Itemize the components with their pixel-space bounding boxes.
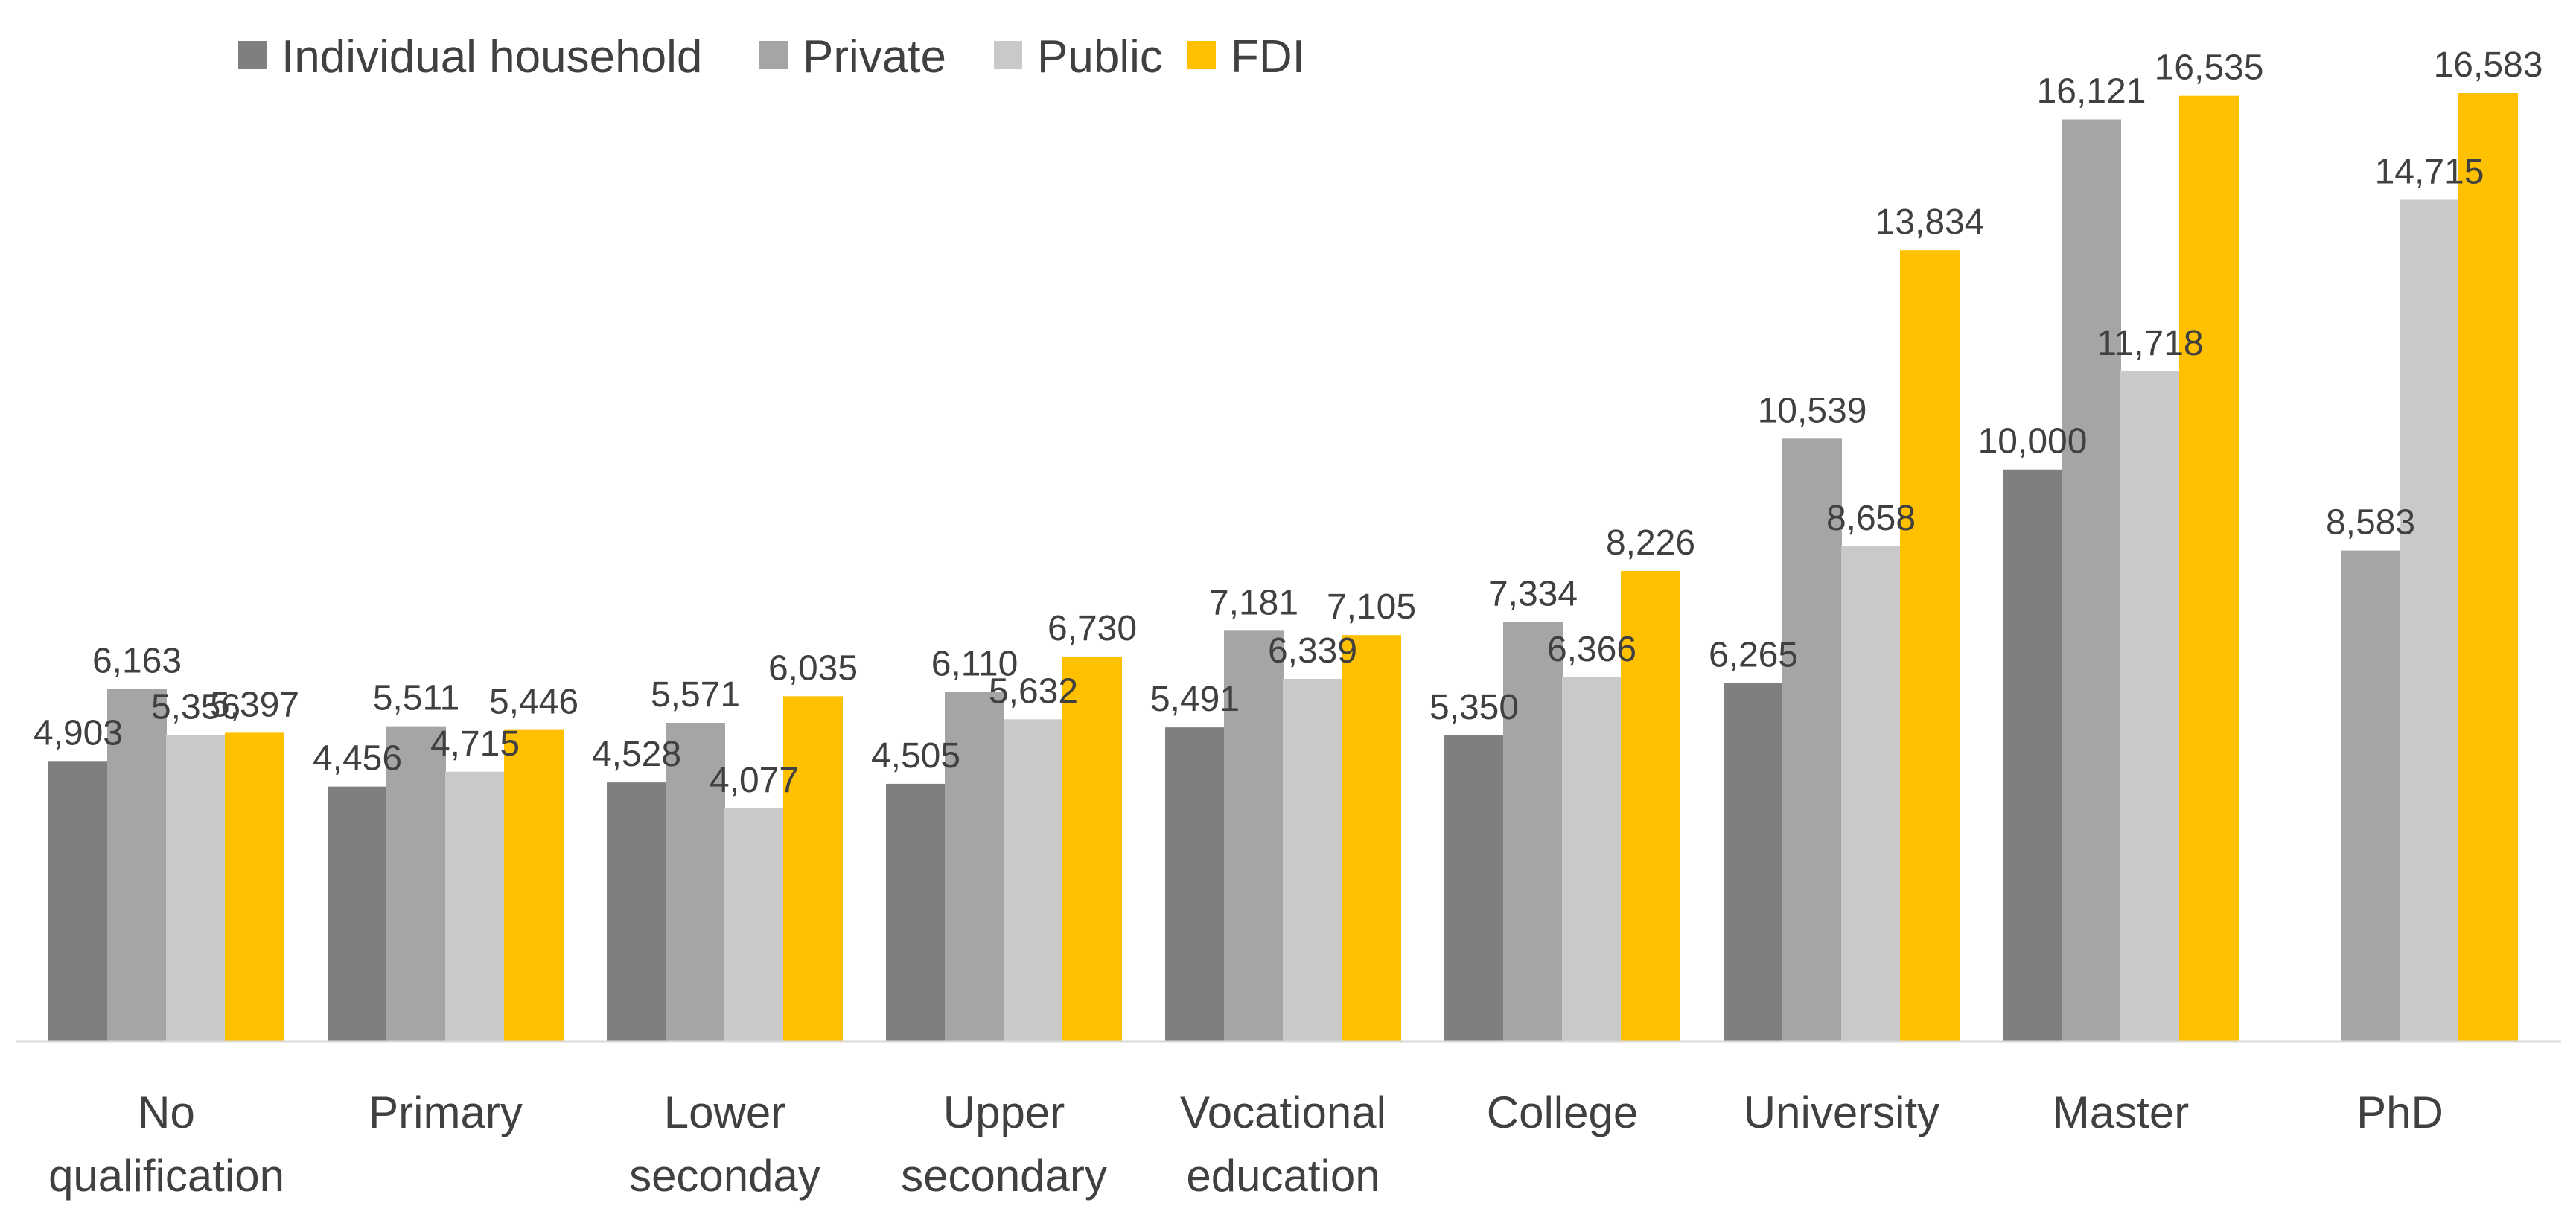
data-label-private-3: 6,110 [931,645,1018,684]
bar-public-8 [2400,199,2459,1041]
bar-public-2 [724,808,784,1041]
data-label-individual-household-2: 4,528 [592,735,681,774]
data-label-private-7: 16,121 [2037,71,2146,111]
bar-fdi-3 [1062,656,1122,1041]
bar-fdi-7 [2179,95,2239,1042]
data-label-public-2: 4,077 [710,761,799,800]
data-label-public-6: 8,658 [1826,499,1916,538]
bar-public-5 [1562,677,1622,1041]
category-label-6-0: University [1744,1088,1939,1137]
data-label-fdi-4: 7,105 [1327,587,1416,627]
category-label-group: No qualification Primary Lower seconday Upper… [48,1088,2443,1201]
bar-public-7 [2120,371,2180,1042]
category-label-2-1: seconday [629,1151,820,1201]
data-label-public-4: 6,339 [1268,631,1357,671]
bar-fdi-1 [504,729,564,1041]
data-label-fdi-5: 8,226 [1606,523,1695,563]
bar-fdi-8 [2458,93,2518,1041]
data-label-individual-household-1: 4,456 [313,739,402,779]
data-label-individual-household-0: 4,903 [34,713,123,753]
bar-public-3 [1004,719,1063,1041]
bar-private-6 [1782,438,1842,1041]
data-label-private-8: 8,583 [2326,503,2415,543]
category-label-4-0: Vocational [1180,1088,1386,1137]
data-label-public-0: 5,356 [151,688,240,727]
data-label-fdi-8: 16,583 [2434,45,2543,85]
bar-individual-household-4 [1165,727,1225,1041]
legend-label-fdi: FDI [1231,31,1305,83]
category-label-7-0: Master [2053,1088,2189,1137]
category-label-8-0: PhD [2356,1088,2443,1137]
bar-public-6 [1841,546,1901,1041]
legend-swatch-public [994,41,1022,69]
bar-individual-household-1 [328,786,387,1041]
legend-swatch-fdi [1187,41,1216,69]
bar-fdi-2 [783,696,843,1041]
bar-individual-household-0 [48,761,108,1041]
data-label-fdi-7: 16,535 [2155,48,2264,88]
legend-label-private: Private [803,31,946,83]
data-label-individual-household-5: 5,350 [1429,688,1519,727]
data-label-fdi-2: 6,035 [768,648,858,688]
bar-fdi-0 [225,732,284,1041]
data-label-fdi-0: 5,397 [210,685,299,724]
bar-fdi-6 [1900,250,1960,1042]
data-label-individual-household-6: 6,265 [1709,636,1798,675]
legend: Individual household Private Public FDI [238,31,1305,83]
bar-public-0 [166,735,226,1041]
bar-fdi-5 [1621,571,1680,1041]
category-label-1-0: Primary [369,1088,523,1137]
bar-public-1 [445,771,505,1041]
bar-individual-household-3 [886,783,946,1041]
bar-private-0 [107,689,167,1041]
bar-private-1 [386,726,446,1041]
data-label-individual-household-3: 4,505 [871,736,960,776]
bar-fdi-4 [1342,635,1401,1041]
data-label-private-0: 6,163 [92,642,182,681]
data-label-fdi-3: 6,730 [1048,609,1137,648]
data-label-private-5: 7,334 [1488,575,1578,614]
legend-swatch-private [759,41,788,69]
bar-private-2 [666,723,725,1041]
data-label-public-1: 4,715 [430,724,520,764]
data-label-private-4: 7,181 [1209,583,1298,622]
bar-private-7 [2062,119,2121,1042]
legend-label-public: Public [1037,31,1163,83]
category-label-5-0: College [1487,1088,1638,1137]
data-label-fdi-1: 5,446 [489,683,578,722]
data-label-private-2: 5,571 [651,675,740,715]
category-label-0-0: No [138,1088,195,1137]
legend-swatch-individual-household [238,41,267,69]
data-label-public-8: 14,715 [2375,153,2484,192]
category-label-2-0: Lower [664,1088,785,1137]
category-label-3-1: secondary [901,1151,1107,1201]
bar-group [48,93,2518,1042]
bar-individual-household-7 [2003,469,2062,1041]
bar-individual-household-5 [1444,735,1504,1041]
data-label-public-5: 6,366 [1547,630,1636,669]
bar-private-3 [945,692,1004,1041]
category-label-4-1: education [1186,1151,1380,1201]
bar-private-8 [2341,550,2400,1041]
bar-private-5 [1503,622,1563,1041]
legend-label-individual-household: Individual household [281,31,702,83]
bar-individual-household-2 [607,782,666,1041]
data-label-private-6: 10,539 [1758,391,1867,430]
data-label-public-3: 5,632 [989,671,1078,711]
bar-individual-household-6 [1724,683,1783,1041]
bar-public-4 [1283,679,1342,1041]
category-label-3-0: Upper [943,1088,1065,1137]
data-label-public-7: 11,718 [2097,324,2203,363]
category-label-0-1: qualification [48,1151,284,1201]
bar-private-4 [1224,630,1284,1041]
data-label-individual-household-4: 5,491 [1150,680,1240,719]
data-label-individual-household-7: 10,000 [1978,422,2088,462]
data-label-private-1: 5,511 [373,679,460,718]
data-label-fdi-6: 13,834 [1875,202,1985,242]
